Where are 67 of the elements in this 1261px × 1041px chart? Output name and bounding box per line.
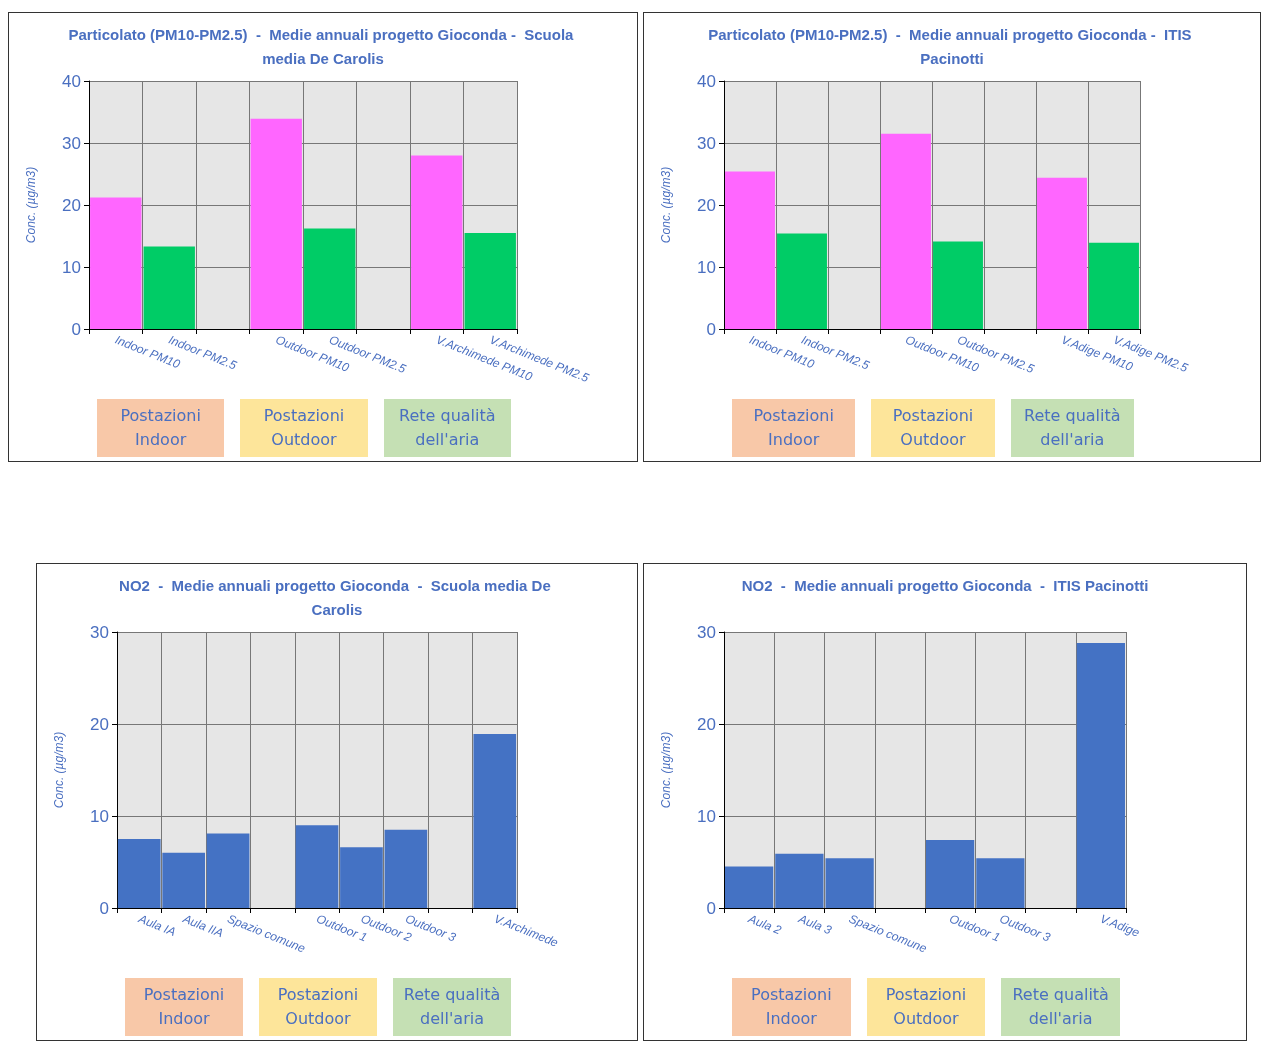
text: Rete qualità dell'aria (1001, 978, 1120, 1036)
text: Postazioni Indoor (732, 399, 856, 457)
y-axis-title: Conc. (µg/m3) (24, 166, 38, 244)
bar (411, 155, 463, 329)
y-tick-label: 30 (697, 622, 716, 642)
bar (1037, 177, 1087, 329)
y-tick-label: 0 (706, 319, 716, 339)
bar (933, 241, 983, 329)
y-tick-label: 0 (71, 319, 81, 339)
x-tick-label: Aula IA (135, 911, 178, 939)
bar (250, 118, 302, 329)
bar (143, 246, 195, 329)
text: Postazioni Outdoor (240, 399, 368, 457)
text: Postazioni Outdoor (871, 399, 995, 457)
y-tick-label: 20 (62, 195, 81, 215)
x-tick-label: Aula 2 (745, 911, 784, 938)
y-tick-label: 30 (697, 133, 716, 153)
y-tick-label: 40 (697, 71, 716, 91)
y-axis-title: Conc. (µg/m3) (659, 166, 673, 244)
y-tick-label: 30 (62, 133, 81, 153)
bar (1089, 242, 1139, 329)
bar (473, 734, 517, 908)
bar (976, 858, 1025, 908)
bar (295, 825, 339, 908)
chart-title: NO2 - Medie annuali progetto Gioconda - Scuola media De Carolis (119, 576, 555, 618)
text: Rete qualità dell'aria (383, 399, 511, 457)
bar (464, 232, 516, 329)
bar (384, 829, 428, 908)
y-tick-label: 20 (697, 195, 716, 215)
text: Postazioni Outdoor (866, 978, 986, 1036)
text: Rete qualità dell'aria (393, 978, 511, 1036)
x-tick-label: Spazio comune (225, 911, 308, 956)
bar (725, 171, 775, 329)
x-tick-label: Spazio comune (847, 911, 930, 956)
bar (206, 833, 250, 908)
y-tick-label: 20 (90, 714, 109, 734)
x-tick-label: Aula 3 (795, 911, 834, 938)
text: Postazioni Indoor (125, 978, 243, 1036)
bar (90, 197, 142, 329)
y-axis-title: Conc. (µg/m3) (659, 731, 673, 809)
bar (775, 853, 824, 908)
chart-title: Particolato (PM10-PM2.5) - Medie annuali progetto Gioconda - Scuola media De Carolis (68, 25, 578, 67)
bar (725, 866, 774, 908)
y-tick-label: 10 (62, 257, 81, 277)
text: Postazioni Indoor (732, 978, 851, 1036)
bar (881, 133, 931, 329)
chart-title: NO2 - Medie annuali progetto Gioconda - ITIS Pacinotti (741, 576, 1149, 594)
y-tick-label: 10 (697, 257, 716, 277)
bar (1076, 643, 1125, 908)
y-tick-label: 10 (90, 806, 109, 826)
bar (926, 839, 975, 908)
text: Rete qualità dell'aria (1010, 399, 1134, 457)
x-tick-label: Aula IIA (180, 911, 226, 941)
y-tick-label: 20 (697, 714, 716, 734)
bar (825, 858, 874, 908)
text: Postazioni Indoor (97, 399, 225, 457)
y-tick-label: 10 (697, 806, 716, 826)
text: Postazioni Outdoor (259, 978, 377, 1036)
bar (304, 228, 356, 329)
bar (340, 847, 383, 908)
y-tick-label: 40 (62, 71, 81, 91)
bar (777, 233, 827, 329)
y-tick-label: 0 (706, 898, 716, 918)
y-tick-label: 30 (90, 622, 109, 642)
chart-title: Particolato (PM10-PM2.5) - Medie annuali progetto Gioconda - ITIS Pacinotti (708, 25, 1196, 67)
y-axis-title: Conc. (µg/m3) (52, 731, 66, 809)
y-tick-label: 0 (99, 898, 109, 918)
